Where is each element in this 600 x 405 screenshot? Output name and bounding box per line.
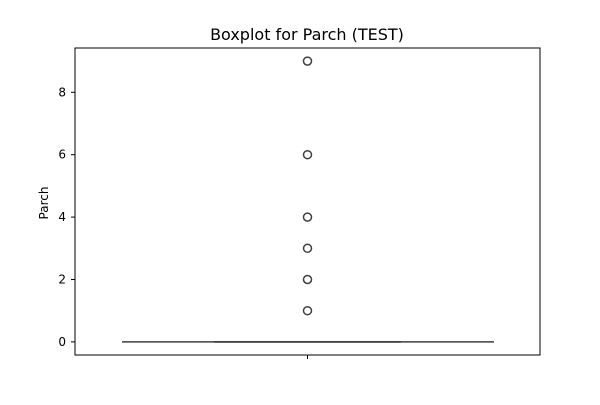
- outlier-point: [304, 213, 312, 221]
- outlier-point: [304, 57, 312, 65]
- y-tick-label: 4: [58, 210, 66, 224]
- outlier-point: [304, 244, 312, 252]
- box-marks: [122, 57, 494, 342]
- outlier-point: [304, 151, 312, 159]
- y-axis-label: Parch: [37, 187, 51, 220]
- chart-title: Boxplot for Parch (TEST): [210, 25, 404, 44]
- y-tick-label: 8: [58, 85, 66, 99]
- plot-area-frame: [75, 48, 540, 355]
- y-axis-ticks: 0 2 4 6 8: [58, 85, 75, 349]
- outlier-point: [304, 275, 312, 283]
- y-tick-label: 0: [58, 335, 66, 349]
- y-tick-label: 2: [58, 272, 66, 286]
- y-tick-label: 6: [58, 148, 66, 162]
- outlier-point: [304, 307, 312, 315]
